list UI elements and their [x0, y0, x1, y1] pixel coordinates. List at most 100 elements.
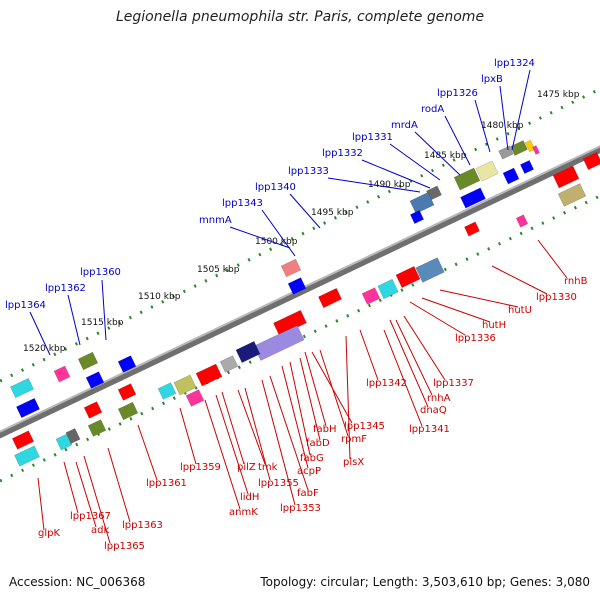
- scale-tick-label: 1510 kbp: [138, 292, 181, 302]
- scale-tick-label: 1495 kbp: [311, 208, 354, 218]
- gene-block: [287, 277, 307, 295]
- leader-line: [179, 407, 197, 465]
- gene-label-reverse: lpp1365: [104, 541, 145, 552]
- gene-block: [498, 145, 514, 160]
- gene-block: [515, 214, 529, 228]
- gene-block: [361, 287, 381, 305]
- gene-label-reverse: lpp1359: [180, 462, 221, 473]
- leader-line: [345, 335, 351, 460]
- gene-label-reverse: fabG: [300, 453, 324, 464]
- leader-line: [403, 315, 446, 381]
- gene-label-reverse: tmk: [258, 462, 278, 473]
- leader-line: [269, 375, 309, 491]
- gene-block: [524, 139, 536, 153]
- leader-line: [67, 294, 81, 346]
- gene-label-reverse: anmK: [229, 507, 258, 518]
- gene-label-forward: lpp1332: [322, 148, 363, 159]
- gene-block: [520, 160, 534, 174]
- gene-block: [557, 183, 587, 207]
- leader-line: [83, 455, 111, 544]
- leader-line: [299, 357, 321, 441]
- leader-line: [389, 143, 441, 181]
- scale-tick-label: 1480 kbp: [481, 121, 524, 131]
- gene-label-reverse: lpp1361: [146, 478, 187, 489]
- gene-block: [318, 287, 342, 309]
- gene-block: [53, 365, 71, 383]
- leader-line: [289, 361, 311, 456]
- gene-block: [87, 419, 107, 437]
- gene-label-forward: lpp1331: [352, 132, 393, 143]
- gene-label-reverse: pilZ: [237, 462, 256, 473]
- gene-label-forward: lpp1343: [222, 198, 263, 209]
- scale-tick-label: 1490 kbp: [368, 180, 411, 190]
- gene-block: [65, 428, 81, 444]
- gene-label-reverse: adk: [91, 525, 109, 536]
- leader-line: [361, 159, 431, 189]
- gene-label-reverse: plsX: [343, 457, 364, 468]
- leader-line: [409, 301, 466, 336]
- genome-backbone: [0, 145, 600, 439]
- gene-block: [235, 341, 261, 363]
- gene-label-reverse: fabH: [313, 424, 337, 435]
- gene-label-forward: mrdA: [391, 120, 418, 131]
- gene-label-forward: lpp1324: [494, 58, 535, 69]
- leader-line: [29, 311, 51, 356]
- gene-label-reverse: rnhB: [564, 276, 588, 287]
- gene-block: [185, 389, 205, 407]
- gene-block: [117, 383, 137, 401]
- leader-line: [215, 394, 249, 495]
- leader-line: [37, 477, 45, 531]
- gene-label-forward: lpp1362: [45, 283, 86, 294]
- leader-line: [244, 387, 271, 481]
- leader-line: [261, 379, 296, 506]
- gene-label-forward: lpp1326: [437, 88, 478, 99]
- scale-tick-label: 1505 kbp: [197, 265, 240, 275]
- leader-line: [474, 99, 491, 153]
- gene-label-reverse: lpp1355: [258, 478, 299, 489]
- gene-block: [409, 192, 435, 214]
- gene-block: [415, 257, 445, 283]
- leader-line: [137, 424, 158, 481]
- gene-block: [552, 165, 580, 189]
- gene-block: [173, 374, 197, 396]
- leader-line: [204, 399, 241, 510]
- leader-line: [229, 226, 291, 249]
- gene-block: [377, 278, 399, 300]
- leader-line: [439, 289, 519, 308]
- gene-label-forward: lpp1360: [80, 267, 121, 278]
- leader-line: [389, 319, 429, 408]
- gene-label-forward: lpp1333: [288, 166, 329, 177]
- gene-block: [582, 152, 600, 170]
- gene-block: [410, 210, 424, 224]
- gene-label-reverse: hutU: [508, 305, 532, 316]
- gene-block: [14, 445, 40, 467]
- gene-label-reverse: rpmF: [341, 434, 367, 445]
- gene-block: [464, 221, 480, 237]
- gene-label-reverse: lpp1342: [366, 378, 407, 389]
- gene-label-reverse: fabD: [306, 438, 330, 449]
- leader-line: [319, 349, 349, 437]
- gene-label-reverse: lpp1336: [455, 333, 496, 344]
- gene-block: [77, 351, 99, 371]
- gene-label-reverse: lpp1330: [536, 292, 577, 303]
- gene-label-reverse: lpp1363: [122, 520, 163, 531]
- leader-line: [75, 461, 97, 528]
- gene-block: [85, 371, 105, 389]
- leader-line: [359, 329, 379, 381]
- gene-label-reverse: hutH: [482, 320, 506, 331]
- gene-label-reverse: glpK: [38, 528, 60, 539]
- gene-label-forward: rodA: [421, 104, 444, 115]
- gene-block: [157, 382, 177, 400]
- gene-block: [395, 266, 421, 288]
- gene-block: [510, 140, 528, 156]
- gene-label-reverse: lpp1367: [70, 511, 111, 522]
- leader-line: [491, 265, 548, 295]
- leader-line: [304, 351, 327, 427]
- gene-label-reverse: lpp1353: [280, 503, 321, 514]
- gene-block: [195, 363, 223, 387]
- gene-label-reverse: lpp1345: [344, 421, 385, 432]
- gene-block: [453, 167, 481, 191]
- map-title: Legionella pneumophila str. Paris, compl…: [115, 9, 485, 25]
- gene-label-reverse: lidH: [240, 492, 259, 503]
- scale-tick-label: 1520 kbp: [23, 344, 66, 354]
